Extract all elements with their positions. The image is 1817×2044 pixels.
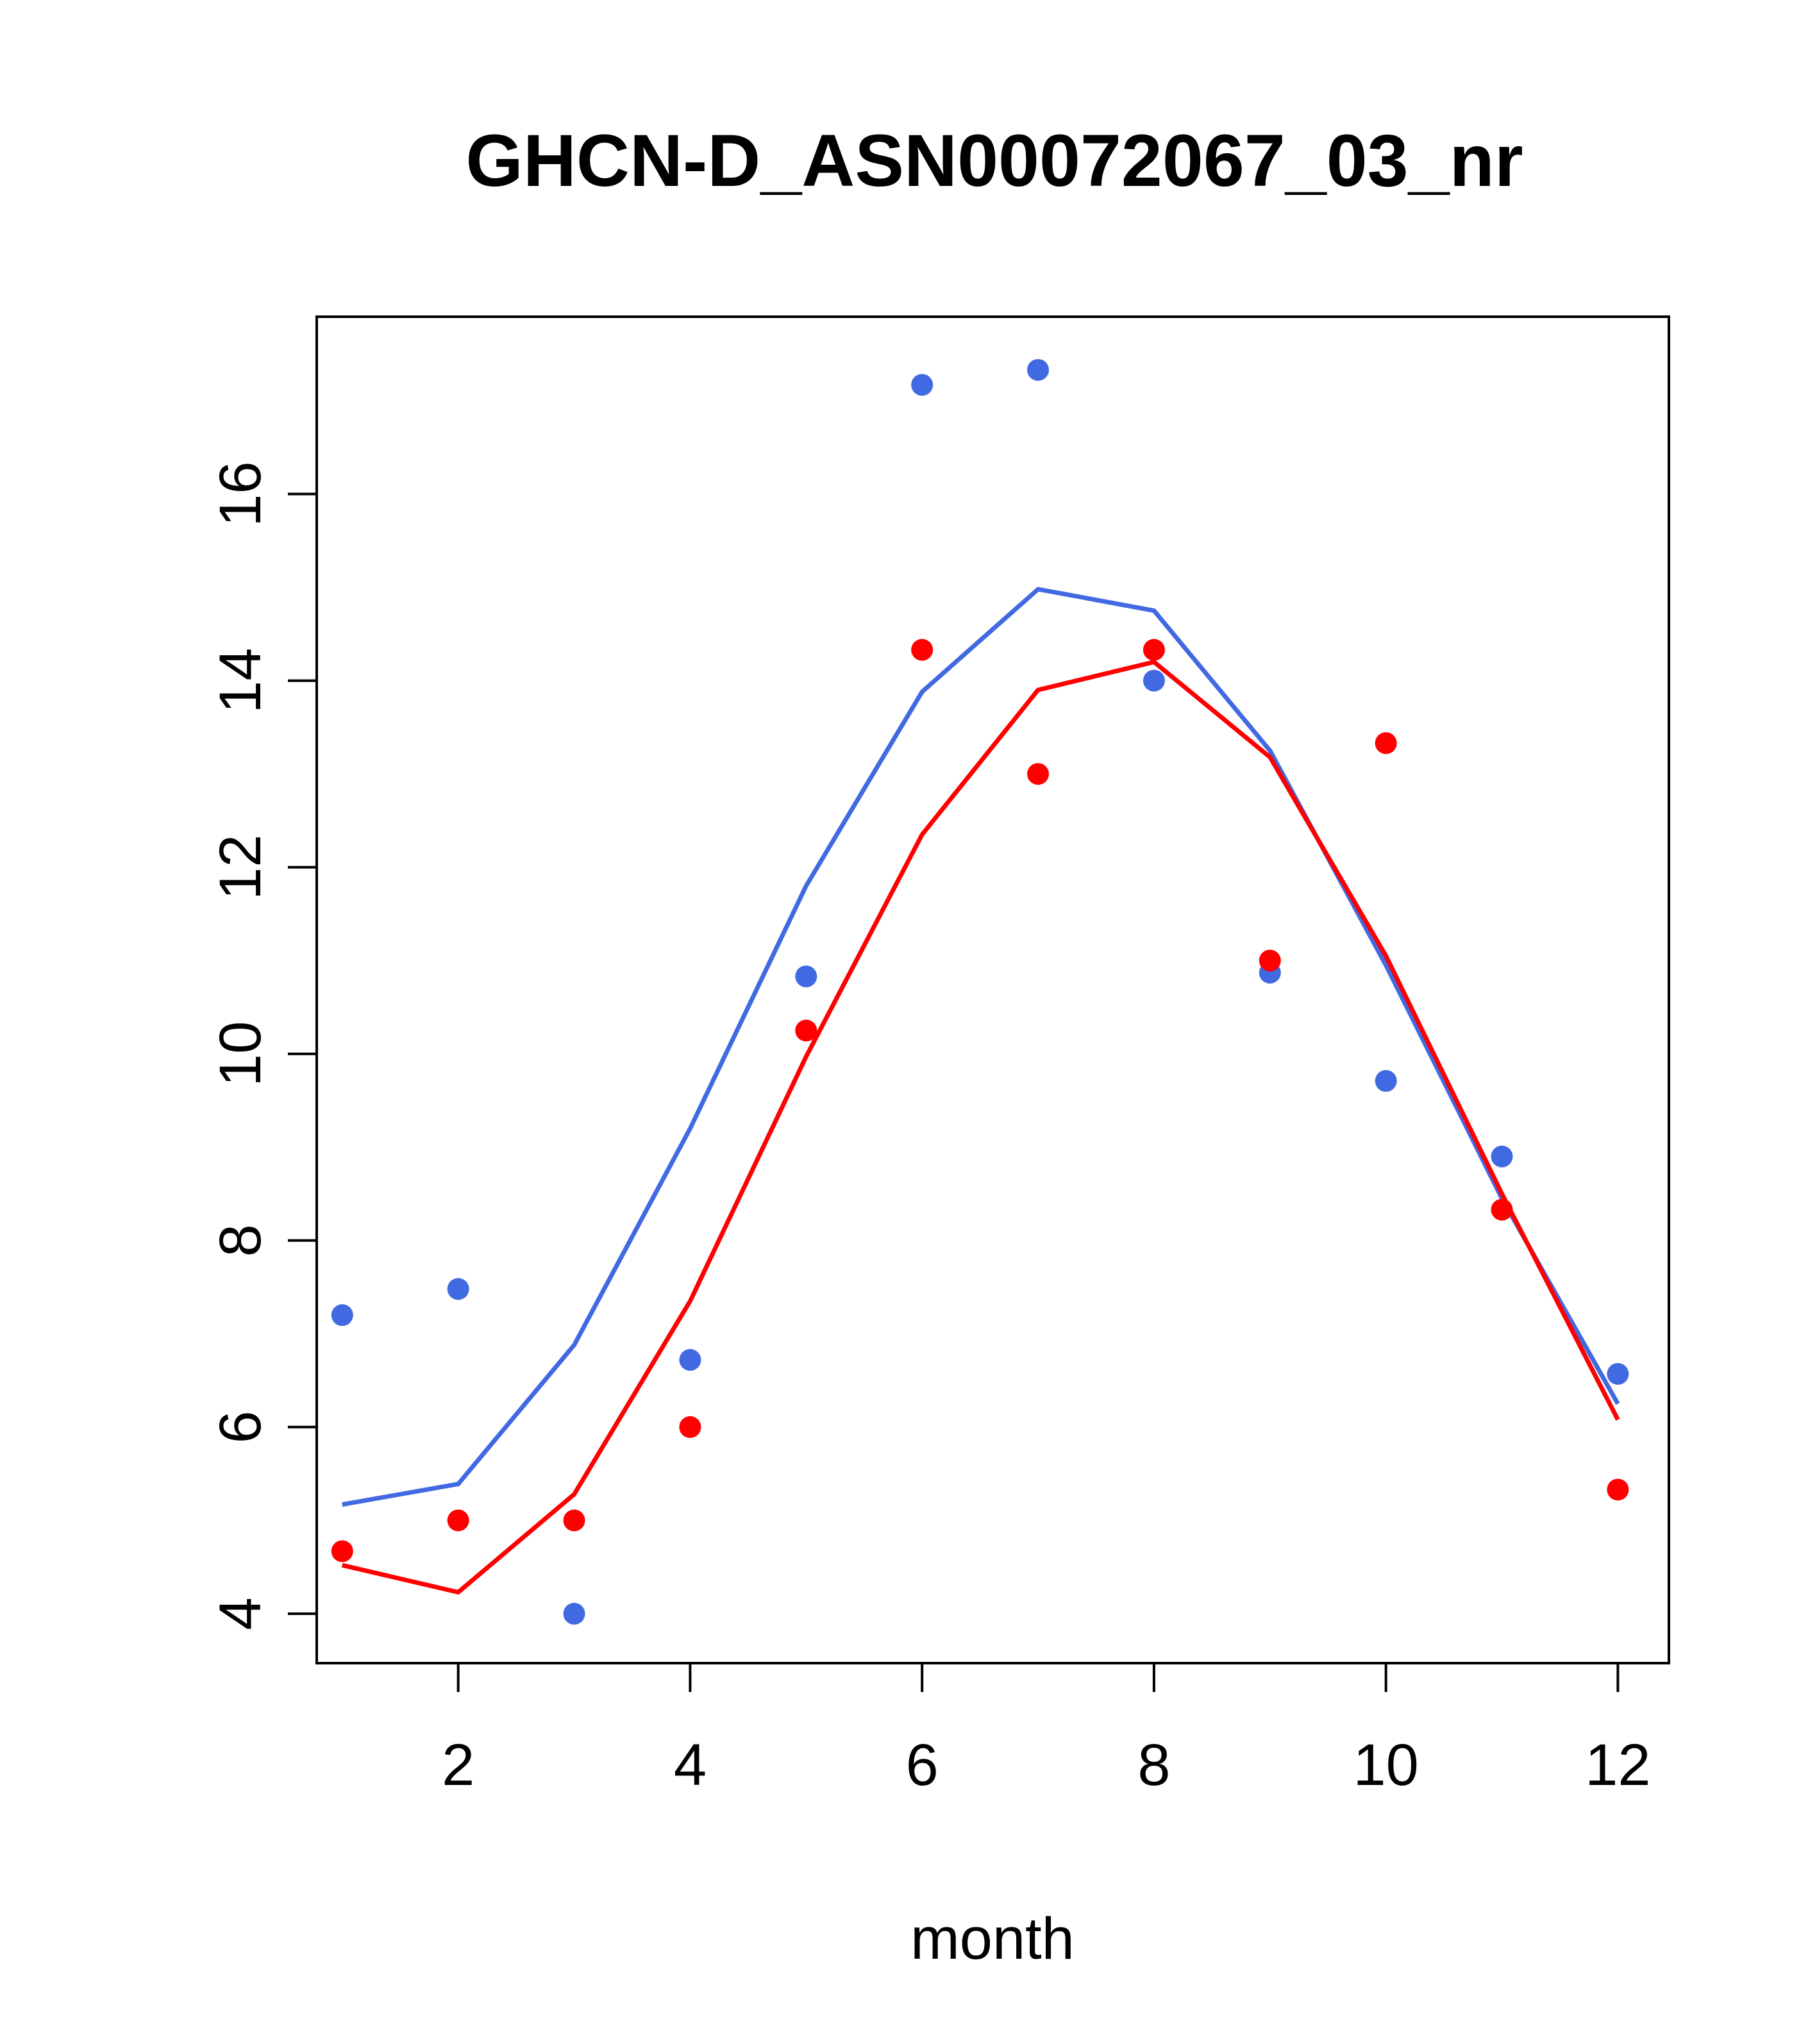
x-tick-label: 10 [1353,1732,1418,1798]
red-data-point [447,1509,469,1532]
blue-data-point [1027,358,1050,381]
red-data-point [331,1540,353,1562]
blue-data-point [795,965,817,987]
y-tick-label: 14 [208,648,273,713]
plot-frame [315,315,1670,1664]
red-data-point [1607,1479,1629,1501]
blue-line-series [342,587,1620,1507]
y-tick-label: 16 [208,461,273,526]
blue-data-point [1375,1069,1397,1092]
red-data-point [563,1509,585,1532]
x-tick-label: 4 [674,1732,707,1798]
blue-trend-line [342,587,1620,1507]
y-tick-label: 8 [208,1224,273,1257]
blue-data-point [331,1304,353,1327]
red-data-point [795,1019,817,1042]
chart-title: GHCN-D_ASN00072067_03_nr [465,120,1523,202]
red-points-series [331,639,1629,1562]
x-tick-label: 8 [1137,1732,1170,1798]
y-tick-label: 12 [208,834,273,900]
x-axis-label: month [910,1906,1075,1972]
blue-data-point [447,1278,469,1300]
blue-data-point [563,1602,585,1625]
red-trend-line [341,659,1620,1595]
red-data-point [911,639,934,661]
y-tick-label: 6 [208,1411,273,1443]
red-data-point [1027,763,1050,785]
series-layer [331,358,1629,1625]
blue-data-point [679,1349,701,1371]
x-tick-label: 2 [442,1732,474,1798]
blue-data-point [1143,669,1165,692]
x-axis: 2 4 6 8 10 12 [442,1662,1651,1798]
red-data-point [1259,950,1281,972]
x-tick-label: 6 [906,1732,939,1798]
red-data-point [1375,732,1397,755]
red-line-series [341,659,1620,1595]
y-tick-label: 4 [208,1597,273,1630]
blue-data-point [1607,1362,1629,1385]
x-tick-label: 12 [1585,1732,1650,1798]
blue-points-series [331,358,1629,1625]
y-axis: 4 6 8 10 12 14 16 [208,461,318,1630]
blue-data-point [1491,1145,1513,1168]
y-tick-label: 10 [208,1021,273,1087]
red-data-point [679,1416,701,1438]
blue-data-point [911,374,934,396]
red-data-point [1143,639,1165,661]
